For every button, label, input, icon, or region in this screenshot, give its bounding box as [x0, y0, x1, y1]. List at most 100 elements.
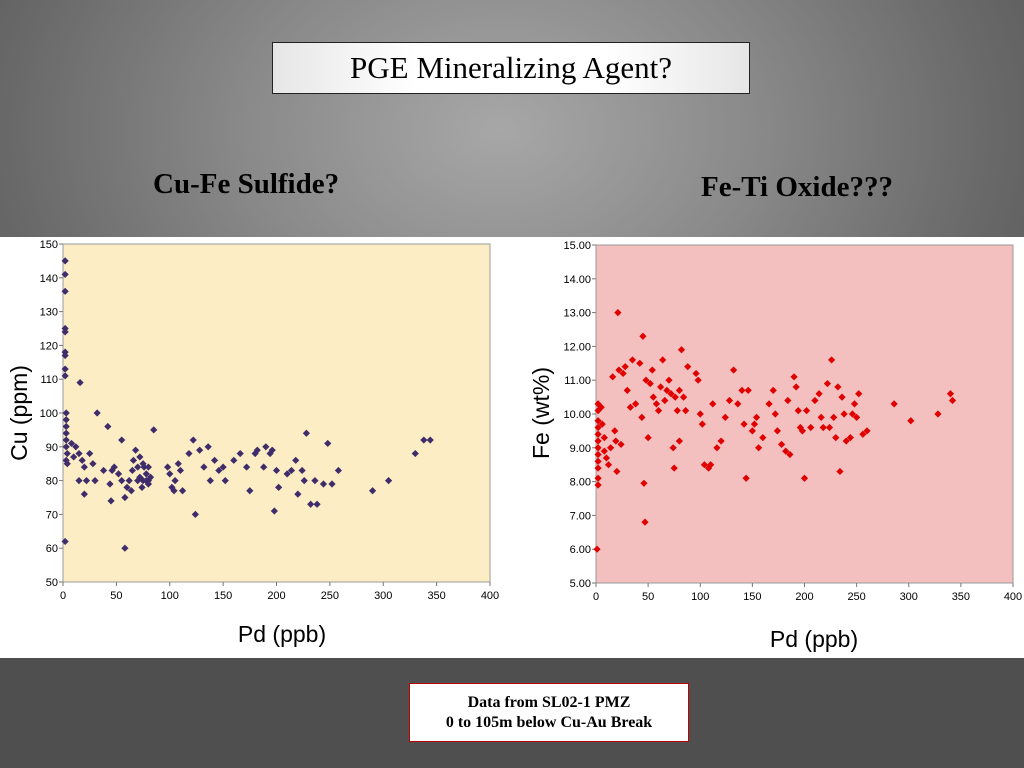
cu-xtick-label: 250: [321, 590, 339, 602]
cu-data-point: [136, 453, 144, 461]
cu-ytick-label: 90: [46, 442, 58, 454]
cu-data-point: [80, 490, 88, 498]
fe-data-point: [606, 444, 615, 452]
cu-data-point: [313, 500, 321, 508]
cu-data-point: [63, 460, 71, 468]
cu-plot-area: [62, 243, 491, 583]
fe-xtick-label: 100: [691, 591, 709, 603]
cu-data-point: [307, 500, 315, 508]
fe-ytick-label: 14.00: [563, 274, 591, 286]
fe-data-point: [648, 366, 656, 374]
fe-data-point: [890, 400, 898, 408]
fe-xtick-label: 350: [952, 591, 970, 603]
cu-data-point: [131, 446, 140, 454]
cu-data-point: [319, 480, 328, 488]
fe-ytick-label: 8.00: [570, 477, 591, 489]
fe-data-point: [682, 407, 690, 415]
cu-xtick-label: 50: [110, 590, 122, 602]
cu-data-point: [121, 544, 129, 552]
cu-x-axis-label: Pd (ppb): [238, 621, 326, 647]
fe-xtick-label: 250: [847, 591, 865, 603]
cu-xtick-label: 0: [60, 590, 66, 602]
fe-data-point: [934, 410, 942, 418]
fe-data-point: [632, 400, 640, 408]
cu-xtick-label: 400: [481, 590, 499, 602]
fe-xtick-label: 200: [795, 591, 813, 603]
cu-data-point: [61, 365, 69, 373]
cu-data-point: [89, 460, 97, 468]
cu-ytick-label: 130: [40, 307, 58, 319]
fe-data-point: [830, 413, 838, 421]
fe-data-point: [709, 400, 717, 408]
fe-data-point: [638, 413, 646, 421]
data-source-note: Data from SL02-1 PMZ 0 to 105m below Cu-…: [409, 683, 689, 742]
fe-data-point: [853, 413, 861, 421]
cu-data-point: [61, 328, 69, 336]
fe-data-point: [598, 420, 606, 428]
fe-data-point: [639, 332, 647, 340]
cu-ytick-label: 50: [46, 577, 58, 589]
fe-data-point: [594, 444, 602, 452]
cu-xtick-label: 100: [161, 590, 179, 602]
data-source-line-2: 0 to 105m below Cu-Au Break: [445, 713, 653, 731]
fe-data-point: [786, 450, 794, 459]
fe-data-point: [782, 447, 790, 455]
cu-data-point: [107, 497, 115, 505]
right-chart-heading: Fe-Ti Oxide???: [701, 171, 893, 203]
cu-data-point: [170, 487, 178, 495]
chart-panel: 50 60 70 80 90 100 110 120 130 140 150 0 50 100 150 200…: [0, 237, 1024, 658]
fe-data-point: [848, 410, 857, 418]
cu-data-point: [61, 537, 69, 546]
fe-data-point: [641, 518, 649, 526]
fe-chart: 5.00 6.00 7.00 8.00 9.00 10.00 11.00 12.00 13.00…: [528, 240, 1022, 652]
fe-data-point: [713, 444, 721, 452]
cu-data-point: [62, 409, 70, 417]
cu-data-point: [253, 446, 261, 454]
cu-ytick-label: 60: [46, 543, 58, 555]
cu-ytick-label: 100: [40, 408, 58, 420]
cu-data-point: [72, 443, 80, 451]
cu-data-point: [61, 372, 69, 380]
fe-xtick-label: 50: [642, 591, 654, 603]
cu-data-point: [196, 446, 204, 454]
fe-ytick-label: 12.00: [563, 341, 591, 353]
fe-data-point: [707, 461, 715, 469]
fe-data-point: [850, 400, 859, 408]
cu-data-point: [62, 416, 70, 424]
fe-data-point: [802, 407, 811, 415]
cu-ytick-label: 110: [40, 374, 58, 386]
cu-data-point: [210, 456, 219, 464]
fe-data-point: [755, 444, 763, 452]
fe-data-point: [694, 376, 702, 384]
cu-data-point: [63, 449, 71, 458]
fe-data-point: [730, 366, 738, 374]
cu-data-point: [121, 493, 129, 502]
fe-data-point: [840, 410, 848, 418]
fe-data-point: [692, 369, 700, 378]
fe-ytick-label: 7.00: [570, 510, 591, 522]
fe-ytick-label: 6.00: [570, 544, 591, 556]
cu-data-point: [127, 487, 135, 495]
fe-data-point: [654, 407, 663, 415]
fe-ytick-label: 15.00: [563, 240, 591, 252]
fe-data-point: [609, 373, 617, 381]
cu-xtick-label: 350: [427, 590, 445, 602]
cu-data-point: [251, 449, 259, 458]
cu-data-point: [246, 487, 254, 495]
cu-data-point: [174, 460, 182, 468]
fe-data-point: [696, 410, 704, 418]
fe-data-point: [642, 376, 650, 384]
cu-data-point: [268, 446, 276, 454]
cu-data-point: [138, 483, 146, 491]
fe-data-point: [594, 450, 602, 459]
cu-data-point: [75, 449, 83, 458]
fe-data-point: [771, 410, 779, 418]
fe-ytick-label: 13.00: [563, 308, 591, 320]
cu-data-point: [270, 507, 278, 515]
fe-data-point: [677, 346, 686, 354]
cu-data-point: [262, 443, 270, 451]
cu-data-point: [294, 490, 302, 498]
cu-data-point: [191, 510, 199, 518]
cu-data-point: [266, 449, 274, 458]
